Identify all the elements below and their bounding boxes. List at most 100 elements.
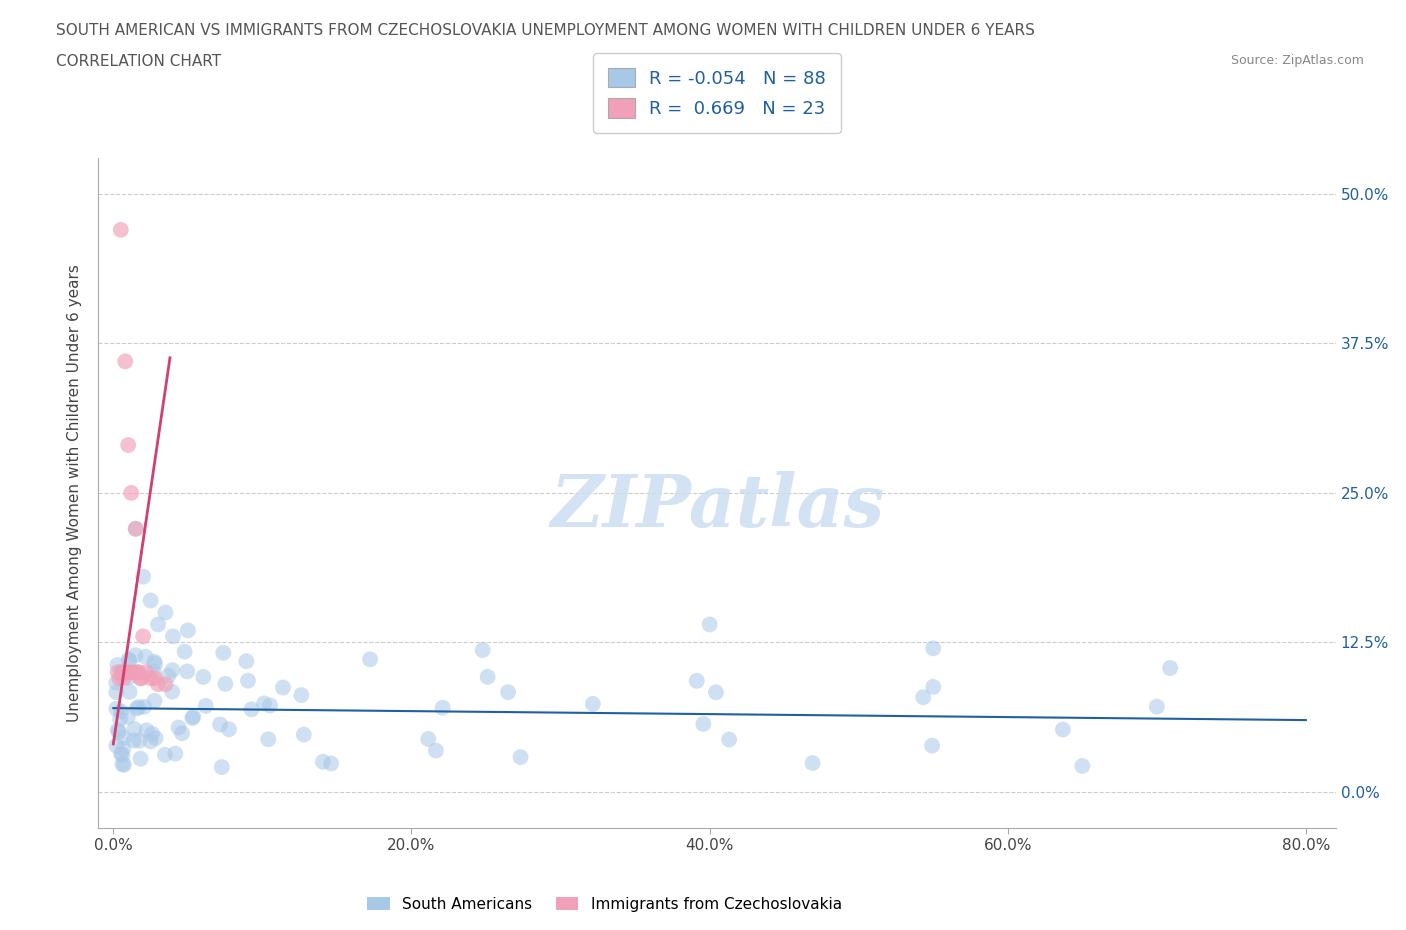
Point [699, 617, 721, 631]
Point [1146, 699, 1168, 714]
Point [135, 723, 157, 737]
Point [128, 733, 150, 748]
Point [118, 665, 141, 680]
Point [124, 722, 146, 737]
Point [240, 702, 263, 717]
Point [704, 684, 727, 699]
Point [108, 671, 131, 685]
Point [173, 644, 195, 659]
Point [105, 684, 128, 699]
Point [105, 701, 128, 716]
Point [1071, 759, 1094, 774]
Point [496, 684, 519, 699]
Point [107, 665, 129, 680]
Point [124, 647, 146, 662]
Legend: R = -0.054   N = 88, R =  0.669   N = 23: R = -0.054 N = 88, R = 0.669 N = 23 [593, 53, 841, 133]
Point [110, 704, 132, 719]
Point [181, 711, 204, 725]
Point [121, 665, 143, 680]
Point [801, 755, 824, 770]
Point [155, 677, 177, 692]
Point [110, 222, 132, 237]
Point [165, 746, 187, 761]
Point [162, 629, 184, 644]
Point [111, 748, 134, 763]
Point [477, 670, 499, 684]
Point [160, 684, 183, 699]
Point [127, 665, 149, 680]
Point [107, 723, 129, 737]
Point [132, 629, 155, 644]
Point [128, 699, 150, 714]
Point [122, 665, 145, 680]
Point [112, 730, 135, 745]
Point [218, 722, 240, 737]
Point [172, 725, 194, 740]
Point [214, 676, 236, 691]
Point [146, 617, 169, 631]
Point [194, 698, 217, 713]
Point [112, 671, 135, 685]
Point [271, 680, 294, 695]
Point [153, 748, 176, 763]
Point [111, 757, 134, 772]
Point [922, 641, 945, 656]
Point [125, 701, 148, 716]
Point [290, 687, 312, 702]
Point [125, 522, 148, 537]
Point [257, 732, 280, 747]
Point [292, 727, 315, 742]
Point [1052, 722, 1074, 737]
Point [135, 649, 157, 664]
Point [211, 760, 233, 775]
Point [122, 733, 145, 748]
Y-axis label: Unemployment Among Women with Children Under 6 years: Unemployment Among Women with Children U… [67, 264, 83, 722]
Point [118, 684, 141, 699]
Point [209, 717, 232, 732]
Point [141, 726, 163, 741]
Text: CORRELATION CHART: CORRELATION CHART [56, 54, 221, 69]
Point [157, 669, 180, 684]
Point [312, 754, 335, 769]
Text: Source: ZipAtlas.com: Source: ZipAtlas.com [1230, 54, 1364, 67]
Point [114, 354, 136, 369]
Point [167, 720, 190, 735]
Point [922, 680, 945, 695]
Point [139, 593, 162, 608]
Point [128, 665, 150, 680]
Point [139, 734, 162, 749]
Point [134, 699, 156, 714]
Point [120, 485, 142, 500]
Point [235, 654, 257, 669]
Point [142, 664, 165, 679]
Point [105, 675, 128, 690]
Point [129, 671, 152, 685]
Point [162, 663, 184, 678]
Point [253, 696, 276, 711]
Point [112, 741, 135, 756]
Point [193, 670, 215, 684]
Point [143, 694, 166, 709]
Point [686, 673, 709, 688]
Point [921, 738, 943, 753]
Point [1159, 660, 1181, 675]
Point [108, 711, 131, 726]
Point [117, 710, 139, 724]
Point [115, 665, 138, 680]
Point [143, 655, 166, 670]
Point [118, 652, 141, 667]
Legend: South Americans, Immigrants from Czechoslovakia: South Americans, Immigrants from Czechos… [361, 890, 848, 918]
Text: SOUTH AMERICAN VS IMMIGRANTS FROM CZECHOSLOVAKIA UNEMPLOYMENT AMONG WOMEN WITH C: SOUTH AMERICAN VS IMMIGRANTS FROM CZECHO… [56, 23, 1035, 38]
Point [131, 671, 153, 685]
Text: ZIPatlas: ZIPatlas [550, 471, 884, 542]
Point [107, 658, 129, 672]
Point [259, 698, 281, 713]
Point [118, 654, 141, 669]
Point [132, 569, 155, 584]
Point [129, 751, 152, 766]
Point [212, 645, 235, 660]
Point [319, 756, 342, 771]
Point [143, 671, 166, 685]
Point [718, 732, 741, 747]
Point [176, 664, 198, 679]
